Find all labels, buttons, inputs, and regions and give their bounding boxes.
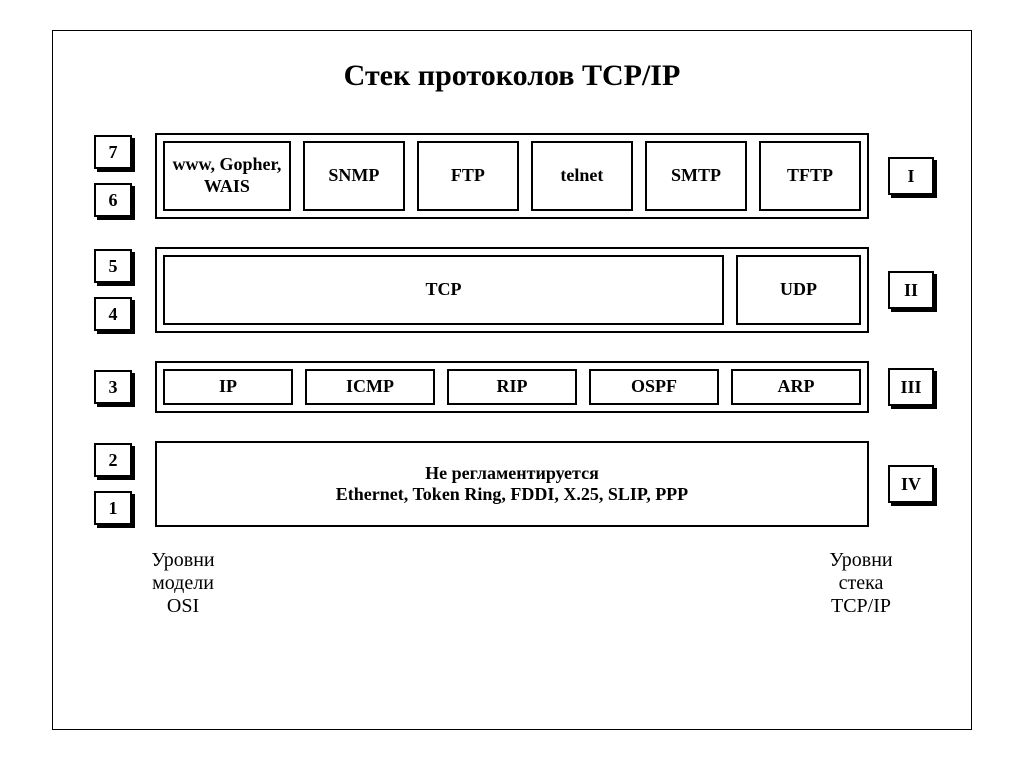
protocol-cell: IP xyxy=(163,369,293,405)
tcpip-level-box: I xyxy=(888,157,934,195)
layer-row-3: 3 IP ICMP RIP OSPF ARP III xyxy=(83,361,941,413)
tcpip-column: III xyxy=(881,361,941,413)
protocol-cell: ICMP xyxy=(305,369,435,405)
protocol-cell: FTP xyxy=(417,141,519,211)
protocol-cell: TCP xyxy=(163,255,724,325)
layer-row-1: 76www, Gopher, WAISSNMPFTPtelnetSMTPTFTP… xyxy=(83,133,941,219)
protocol-cell: telnet xyxy=(531,141,633,211)
rows-container: 76www, Gopher, WAISSNMPFTPtelnetSMTPTFTP… xyxy=(83,133,941,527)
tcpip-level-box: IV xyxy=(888,465,934,503)
protocol-cell: RIP xyxy=(447,369,577,405)
tcpip-column: IV xyxy=(881,441,941,527)
protocol-container: IP ICMP RIP OSPF ARP xyxy=(155,361,869,413)
layer-row-2: 54TCPUDPII xyxy=(83,247,941,333)
tcpip-column: II xyxy=(881,247,941,333)
osi-column: 54 xyxy=(83,247,143,333)
protocol-cell: SMTP xyxy=(645,141,747,211)
tcpip-level-box: II xyxy=(888,271,934,309)
protocol-container: www, Gopher, WAISSNMPFTPtelnetSMTPTFTP xyxy=(155,133,869,219)
osi-level-box: 6 xyxy=(94,183,132,217)
protocol-cell: ARP xyxy=(731,369,861,405)
osi-level-box: 1 xyxy=(94,491,132,525)
osi-level-box: 5 xyxy=(94,249,132,283)
protocol-cell: TFTP xyxy=(759,141,861,211)
osi-column: 76 xyxy=(83,133,143,219)
protocol-container: TCPUDP xyxy=(155,247,869,333)
protocol-cell: UDP xyxy=(736,255,861,325)
osi-level-box: 7 xyxy=(94,135,132,169)
protocol-text-line: Ethernet, Token Ring, FDDI, X.25, SLIP, … xyxy=(336,484,688,505)
footer-labels: Уровни модели OSI Уровни стека TCP/IP xyxy=(83,549,941,618)
protocol-text-line: Не регламентируется xyxy=(425,463,599,484)
osi-column: 21 xyxy=(83,441,143,527)
osi-level-box: 3 xyxy=(94,370,132,404)
protocol-cell: SNMP xyxy=(303,141,405,211)
tcpip-footer-label: Уровни стека TCP/IP xyxy=(791,549,931,618)
layer-row-4: 21Не регламентируетсяEthernet, Token Rin… xyxy=(83,441,941,527)
tcpip-column: I xyxy=(881,133,941,219)
osi-footer-label: Уровни модели OSI xyxy=(113,549,253,618)
page-title: Стек протоколов TCP/IP xyxy=(83,59,941,93)
tcpip-level-box: III xyxy=(888,368,934,406)
protocol-container: Не регламентируетсяEthernet, Token Ring,… xyxy=(155,441,869,527)
osi-column: 3 xyxy=(83,361,143,413)
protocol-cell: OSPF xyxy=(589,369,719,405)
osi-level-box: 4 xyxy=(94,297,132,331)
diagram-frame: Стек протоколов TCP/IP 76www, Gopher, WA… xyxy=(52,30,972,730)
protocol-cell: www, Gopher, WAIS xyxy=(163,141,291,211)
osi-level-box: 2 xyxy=(94,443,132,477)
